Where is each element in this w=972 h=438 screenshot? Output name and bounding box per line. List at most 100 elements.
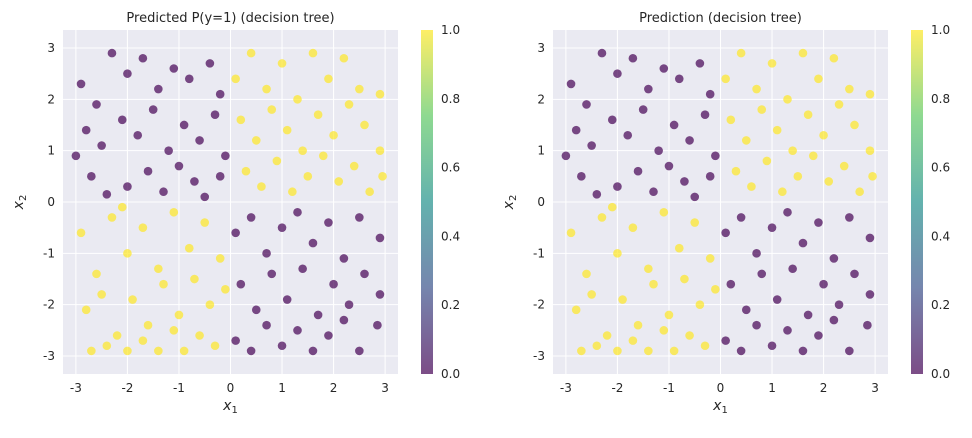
- data-point: [293, 326, 302, 335]
- data-point: [788, 264, 797, 274]
- data-point: [767, 59, 777, 68]
- data-point: [154, 84, 163, 94]
- data-point: [246, 48, 256, 58]
- data-point: [808, 151, 818, 161]
- data-point: [649, 279, 658, 289]
- data-point: [700, 341, 710, 351]
- data-point: [700, 110, 710, 120]
- data-point: [705, 172, 715, 181]
- data-point: [845, 84, 854, 94]
- x-tick-label: -3: [70, 381, 82, 395]
- data-point: [339, 254, 349, 263]
- data-point: [628, 53, 638, 63]
- data-point: [246, 213, 256, 222]
- data-point: [582, 269, 591, 279]
- colorbar-tick-label: 0.8: [931, 92, 950, 106]
- y-tick-label: -3: [533, 349, 545, 363]
- data-point: [752, 320, 761, 330]
- y-tick-label: 3: [47, 41, 55, 55]
- data-point: [597, 48, 607, 58]
- y-tick-label: -3: [43, 349, 55, 363]
- data-point: [174, 310, 184, 320]
- data-point: [138, 53, 148, 63]
- data-point: [613, 69, 622, 78]
- data-point: [680, 274, 689, 284]
- data-point: [179, 346, 189, 356]
- data-point: [231, 228, 240, 238]
- colorbar-tick-label: 0.2: [441, 298, 460, 312]
- data-point: [726, 115, 736, 125]
- data-point: [298, 264, 307, 274]
- data-point: [566, 228, 576, 238]
- data-point: [819, 130, 828, 140]
- colorbar: [911, 30, 923, 374]
- x-axis-label-subscript: 1: [721, 405, 727, 416]
- data-point: [200, 192, 210, 202]
- data-point: [762, 156, 772, 166]
- data-point: [772, 125, 782, 135]
- data-point: [592, 189, 602, 199]
- data-point: [731, 166, 741, 176]
- colorbar-tick-label: 0.0: [931, 367, 950, 381]
- data-point: [659, 64, 669, 73]
- data-point: [711, 151, 720, 161]
- data-point: [373, 320, 382, 330]
- data-point: [685, 136, 694, 145]
- data-point: [741, 305, 751, 315]
- data-point: [865, 233, 875, 243]
- data-point: [845, 213, 854, 222]
- data-point: [200, 218, 210, 227]
- data-point: [721, 336, 730, 345]
- data-point: [597, 213, 607, 222]
- data-point: [721, 74, 730, 84]
- data-point: [571, 305, 581, 315]
- data-point: [159, 279, 168, 289]
- colorbar-tick-label: 0.6: [931, 161, 950, 175]
- data-point: [375, 89, 385, 99]
- data-point: [360, 120, 369, 130]
- data-point: [221, 284, 230, 294]
- colorbar-tick-label: 1.0: [931, 23, 950, 37]
- data-point: [76, 79, 86, 89]
- data-point: [623, 130, 633, 140]
- data-point: [81, 305, 91, 315]
- x-tick-label: -2: [121, 381, 133, 395]
- data-point: [705, 89, 715, 99]
- data-point: [868, 172, 877, 181]
- data-point: [246, 346, 256, 356]
- data-point: [375, 290, 385, 299]
- data-point: [355, 84, 364, 94]
- plot-2: -3 -2 -1 0 1 2 3 -3 -2 -1 0 1 2 3 Prediction (decision…: [501, 11, 950, 416]
- data-point: [210, 341, 220, 351]
- data-point: [215, 254, 225, 263]
- colorbar-tick-label: 0.8: [441, 92, 460, 106]
- x-tick-label: -1: [173, 381, 185, 395]
- data-point: [674, 243, 684, 253]
- data-point: [355, 213, 364, 222]
- chart-title: Prediction (decision tree): [639, 11, 802, 26]
- data-point: [819, 279, 828, 289]
- data-point: [788, 146, 797, 155]
- data-point: [107, 213, 117, 222]
- data-point: [102, 341, 112, 351]
- data-point: [262, 320, 271, 330]
- data-point: [772, 295, 782, 304]
- data-point: [669, 346, 679, 356]
- data-point: [829, 315, 839, 325]
- y-axis-label: x2: [11, 195, 29, 211]
- data-point: [138, 223, 148, 232]
- data-point: [613, 346, 622, 356]
- data-point: [308, 48, 318, 58]
- y-tick-label: 2: [47, 92, 55, 106]
- y-tick-label: -1: [533, 246, 545, 260]
- data-point: [375, 233, 385, 243]
- data-point: [277, 59, 287, 68]
- data-point: [355, 346, 364, 356]
- data-point: [318, 151, 328, 161]
- data-point: [308, 346, 318, 356]
- data-point: [618, 295, 627, 304]
- data-point: [251, 136, 261, 145]
- y-tick-label: -2: [43, 298, 55, 312]
- data-point: [262, 84, 271, 94]
